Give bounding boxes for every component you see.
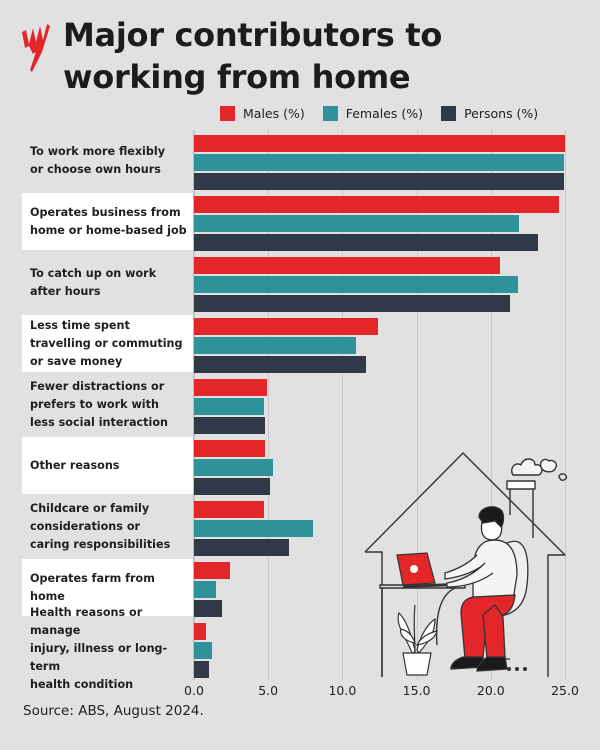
bar-males	[194, 623, 206, 640]
category-label: Health reasons or manage injury, illness …	[30, 606, 190, 691]
gridline	[565, 130, 566, 680]
legend-item: Persons (%)	[441, 106, 538, 121]
legend-label: Males (%)	[243, 106, 305, 121]
legend-label: Females (%)	[345, 106, 424, 121]
category-label-line: Less time spent	[30, 318, 130, 332]
x-tick-label: 20.0	[476, 683, 505, 698]
source-note: Source: ABS, August 2024.	[23, 703, 204, 719]
y-axis-line	[193, 130, 194, 680]
category-label-line: injury, illness or long-term	[30, 641, 168, 673]
page-title: Major contributors to working from home	[63, 16, 443, 96]
category-label-line: prefers to work with	[30, 397, 159, 411]
bar-females	[194, 398, 264, 415]
category-label-line: Operates farm from home	[30, 571, 155, 603]
bar-males	[194, 379, 267, 396]
category-label-line: health condition	[30, 677, 134, 691]
bar-females	[194, 459, 273, 476]
category-label: Operates business from home or home-based…	[30, 193, 190, 250]
legend-item: Males (%)	[220, 106, 305, 121]
x-tick-label: 25.0	[551, 683, 579, 698]
bar-females	[194, 581, 217, 598]
category-label-line: less social interaction	[30, 415, 168, 429]
x-tick-label: 15.0	[402, 683, 431, 698]
category-label-line: home or home-based job	[30, 223, 187, 237]
category-label-line: Health reasons or manage	[30, 605, 143, 637]
bar-females	[194, 276, 518, 293]
category-label-line: Childcare or family	[30, 501, 150, 515]
category-label: To catch up on work after hours	[30, 254, 190, 311]
legend-swatch	[220, 106, 235, 121]
x-tick-label: 10.0	[328, 683, 357, 698]
bar-males	[194, 257, 500, 274]
sbs-logo-icon	[22, 24, 50, 72]
legend-item: Females (%)	[322, 106, 424, 121]
row-band	[22, 559, 194, 616]
category-label-line: after hours	[30, 284, 101, 298]
bar-persons	[194, 173, 564, 190]
bar-females	[194, 642, 212, 659]
bar-females	[194, 154, 564, 171]
bar-females	[194, 215, 519, 232]
category-label-line: Operates business from	[30, 205, 181, 219]
category-label-line: or choose own hours	[30, 162, 161, 176]
gridline	[268, 130, 270, 680]
category-label-line: caring responsibilities	[30, 537, 171, 551]
bar-males	[194, 135, 565, 152]
bar-males	[194, 440, 266, 457]
bar-females	[194, 520, 313, 537]
category-label-line: considerations or	[30, 519, 141, 533]
gridline	[490, 130, 492, 680]
row-band	[22, 193, 194, 250]
bar-males	[194, 196, 560, 213]
category-label-line: Other reasons	[30, 458, 120, 472]
category-label: Childcare or family considerations or cari…	[30, 498, 190, 555]
x-tick-label: 0.0	[184, 683, 204, 698]
category-label: Fewer distractions or prefers to work wit…	[30, 376, 190, 433]
category-label-line: or save money	[30, 354, 123, 368]
x-tick-label: 5.0	[258, 683, 279, 698]
legend-swatch	[322, 106, 338, 121]
gridline	[416, 130, 418, 680]
bar-males	[194, 501, 264, 518]
bar-males	[194, 318, 379, 335]
bar-males	[194, 562, 230, 579]
category-label: To work more flexibly or choose own hours	[30, 132, 190, 189]
chart-legend: Males (%) Females (%) Persons (%)	[220, 106, 556, 121]
category-label-line: To catch up on work	[30, 266, 157, 280]
bar-persons	[194, 295, 511, 312]
bar-persons	[194, 234, 539, 251]
category-label: Other reasons	[30, 437, 190, 494]
gridline	[342, 130, 344, 680]
bar-persons	[194, 478, 270, 495]
category-label-line: To work more flexibly	[30, 144, 166, 158]
category-label-line: travelling or commuting	[30, 336, 183, 350]
bar-persons	[194, 539, 289, 556]
bar-females	[194, 337, 356, 354]
legend-swatch	[441, 106, 457, 121]
category-label: Less time spent travelling or commuting or…	[30, 315, 190, 372]
bar-persons	[194, 600, 223, 617]
person-working-at-home-illustration	[364, 452, 568, 677]
category-label-line: Fewer distractions or	[30, 379, 165, 393]
category-label: Operates farm from home	[30, 559, 190, 616]
row-band	[22, 315, 194, 372]
bar-persons	[194, 661, 209, 678]
bar-persons	[194, 356, 367, 373]
bar-persons	[194, 417, 266, 434]
legend-label: Persons (%)	[464, 106, 539, 121]
row-band	[22, 437, 194, 494]
